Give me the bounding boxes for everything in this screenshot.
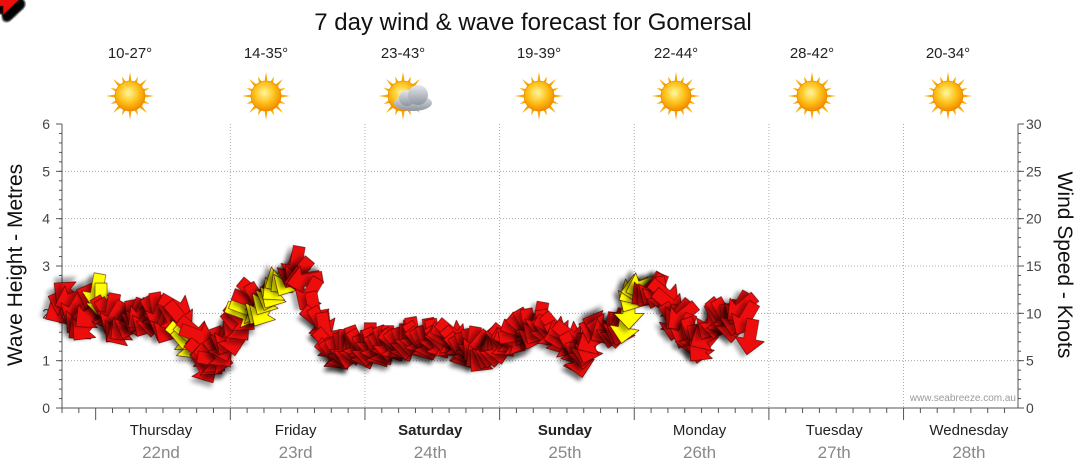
sun-icon: [788, 72, 836, 120]
sun-disc: [932, 80, 964, 112]
sun-ray: [128, 72, 132, 83]
sun-ray: [946, 109, 950, 120]
wind-arrow: [734, 318, 765, 356]
left-tick-label: 2: [42, 305, 50, 321]
right-tick-label: 30: [1026, 116, 1042, 132]
temperature-range: 23-43°: [381, 45, 425, 62]
day-name-label: Saturday: [398, 422, 463, 439]
right-tick-label: 20: [1026, 211, 1042, 227]
sun-ray: [537, 72, 541, 83]
sun-ray: [106, 94, 117, 98]
sun-ray: [242, 94, 253, 98]
sun-ray: [825, 94, 836, 98]
day-date-label: 28th: [952, 443, 985, 462]
left-tick-label: 1: [42, 353, 50, 369]
sun-ray: [401, 72, 405, 83]
right-tick-label: 15: [1026, 258, 1042, 274]
sun-ray: [674, 72, 678, 83]
left-tick-label: 4: [42, 211, 50, 227]
credit-label: www.seabreeze.com.au: [909, 393, 1016, 404]
sun-ray: [537, 109, 541, 120]
day-date-label: 25th: [548, 443, 581, 462]
sun-icon: [106, 72, 154, 120]
left-axis-title: Wave Height - Metres: [4, 164, 27, 366]
sun-ray: [652, 94, 663, 98]
sun-ray: [552, 94, 563, 98]
sun-ray: [515, 94, 526, 98]
sun-ray: [961, 94, 972, 98]
sun-disc: [660, 80, 692, 112]
sun-ray: [674, 109, 678, 120]
left-tick-label: 5: [42, 163, 50, 179]
sun-ray: [946, 72, 950, 83]
sun-ray: [379, 94, 390, 98]
right-tick-label: 0: [1026, 400, 1034, 416]
sun-icon: [242, 72, 290, 120]
chart-title: 7 day wind & wave forecast for Gomersal: [314, 9, 752, 36]
sun-icon: [652, 72, 700, 120]
sun-disc: [796, 80, 828, 112]
day-labels: Thursday 22nd Friday 23rd Saturday 24th Sunday…: [130, 422, 1009, 462]
sun-ray: [810, 72, 814, 83]
chart-grid: [62, 124, 1018, 408]
day-name-label: Monday: [673, 422, 727, 439]
daily-weather-row: 10-27° 14-35° 23-43° 19-39° 22-44° 28-42° 20-3…: [106, 45, 972, 120]
day-date-label: 26th: [683, 443, 716, 462]
sun-ray: [264, 72, 268, 83]
day-name-label: Tuesday: [806, 422, 863, 439]
temperature-range: 22-44°: [654, 45, 698, 62]
sun-icon: [515, 72, 563, 120]
right-tick-label: 10: [1026, 305, 1042, 321]
left-tick-label: 0: [42, 400, 50, 416]
temperature-range: 28-42°: [790, 45, 834, 62]
sun-disc: [114, 80, 146, 112]
wind-arrow-layer: [0, 0, 765, 384]
sun-ray: [689, 94, 700, 98]
day-date-label: 27th: [818, 443, 851, 462]
temperature-range: 20-34°: [926, 45, 970, 62]
sun-ray: [264, 109, 268, 120]
sun-ray: [810, 109, 814, 120]
wind-arrow: [0, 0, 20, 16]
sun-cloud-icon: [379, 72, 432, 120]
day-name-label: Friday: [275, 422, 317, 439]
day-name-label: Wednesday: [929, 422, 1008, 439]
sun-icon: [924, 72, 972, 120]
temperature-range: 14-35°: [244, 45, 288, 62]
sun-ray: [128, 109, 132, 120]
right-tick-label: 5: [1026, 353, 1034, 369]
right-tick-label: 25: [1026, 163, 1042, 179]
chart-axes: 0 1 2 3 4 5 6 0 5 10 15 20 25 30: [42, 116, 1042, 420]
day-name-label: Sunday: [538, 422, 593, 439]
day-date-label: 22nd: [142, 443, 180, 462]
day-date-label: 23rd: [279, 443, 313, 462]
sun-ray: [788, 94, 799, 98]
sun-disc: [250, 80, 282, 112]
wind-arrow: [286, 265, 324, 296]
cloud-puff: [408, 85, 428, 105]
cloud-shape: [394, 85, 432, 111]
sun-ray: [279, 94, 290, 98]
left-tick-label: 6: [42, 116, 50, 132]
temperature-range: 10-27°: [108, 45, 152, 62]
temperature-range: 19-39°: [517, 45, 561, 62]
left-tick-label: 3: [42, 258, 50, 274]
sun-ray: [401, 109, 405, 120]
day-date-label: 24th: [414, 443, 447, 462]
day-name-label: Thursday: [130, 422, 193, 439]
right-axis-title: Wind Speed - Knots: [1053, 172, 1076, 359]
sun-ray: [143, 94, 154, 98]
sun-ray: [924, 94, 935, 98]
sun-disc: [523, 80, 555, 112]
